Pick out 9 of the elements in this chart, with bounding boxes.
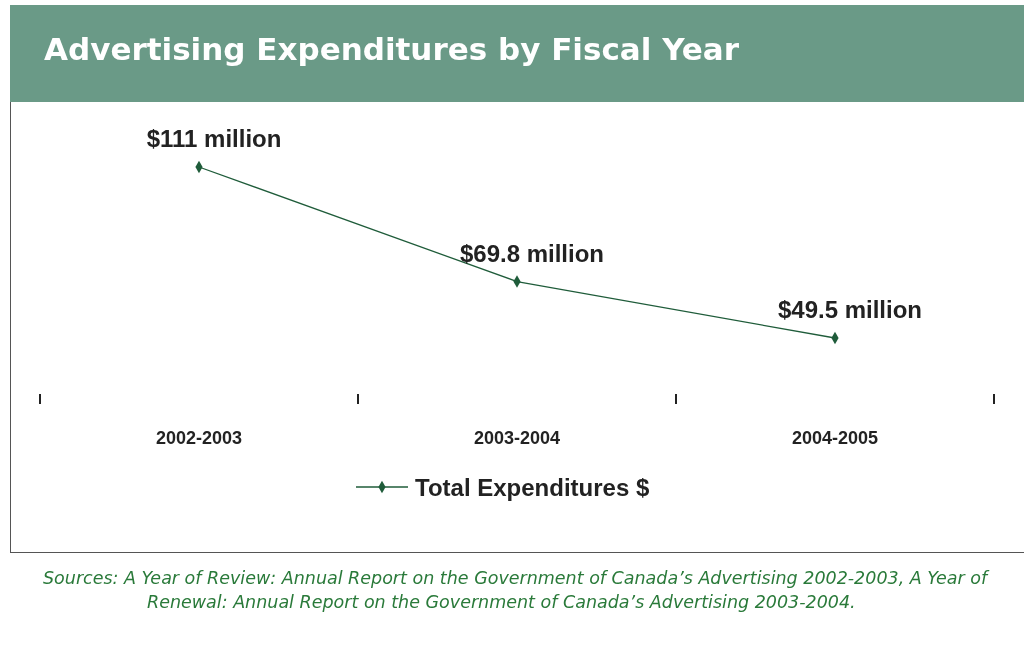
data-label: $69.8 million: [459, 239, 605, 267]
x-tick-label: 2002-2003: [155, 428, 243, 448]
source-note: Sources: A Year of Review: Annual Report on the Government of Canada’s Advertising 2002-2003, A Year of Renewal: Annual Report on the Government of Canada’s Advertising 2003-2004.: [43, 567, 991, 614]
chart-title: Advertising Expenditures by Fiscal Year: [44, 31, 740, 67]
x-tick-label: 2004-2005: [791, 428, 879, 448]
data-label: $49.5 million: [777, 296, 923, 323]
x-tick-label: 2003-2004: [473, 428, 561, 448]
data-label: $111 million: [146, 125, 282, 152]
legend-label: Total Expenditures $: [415, 474, 650, 501]
